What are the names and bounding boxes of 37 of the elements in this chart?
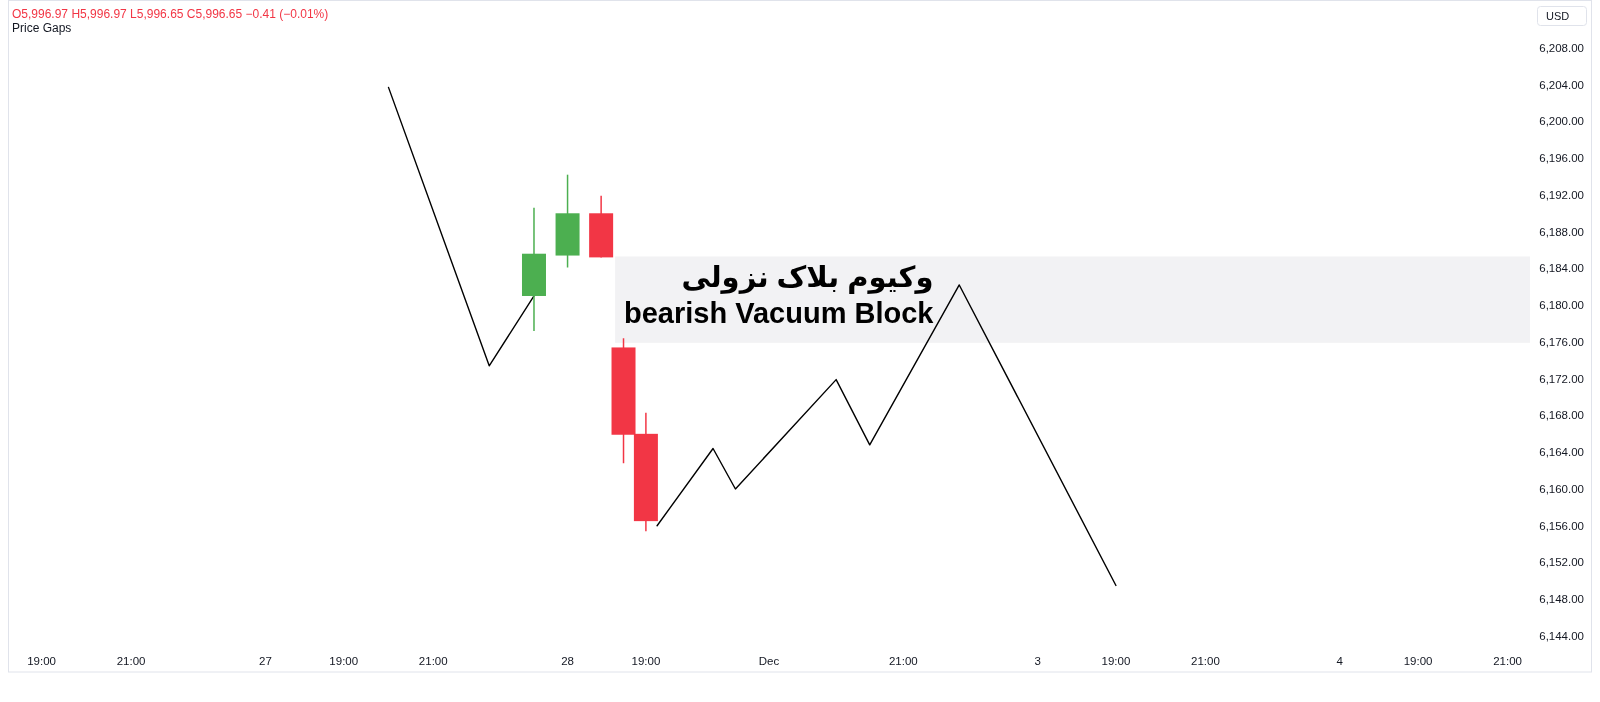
x-tick-label: 19:00 (329, 655, 359, 667)
y-tick-label: 6,148.00 (1539, 593, 1584, 606)
x-tick-label: 21:00 (1493, 655, 1522, 667)
ylabel: USD (1546, 10, 1570, 22)
y-tick-label: 6,208.00 (1539, 41, 1584, 54)
y-tick-label: 6,176.00 (1539, 335, 1584, 348)
x-tick-label: 21:00 (418, 655, 448, 667)
x-tick-label: 21:00 (116, 655, 146, 667)
annotation: O5,996.97 H5,996.97 L5,996.65 C5,996.65 −0.41 (−0.01%) (12, 7, 329, 21)
x-tick-label: 19:00 (631, 655, 661, 667)
band-label: bearish Vacuum Block (624, 297, 934, 330)
x-tick-label: 21:00 (888, 655, 918, 667)
x-tick-label: 19:00 (27, 655, 56, 667)
y-tick-label: 6,156.00 (1539, 519, 1584, 532)
y-tick-label: 6,172.00 (1539, 372, 1584, 385)
y-tick-label: 6,164.00 (1539, 446, 1584, 459)
y-tick-label: 6,196.00 (1539, 152, 1584, 165)
x-tick-label: 21:00 (1191, 655, 1220, 667)
y-tick-label: 6,168.00 (1539, 409, 1584, 422)
x-tick-label: 3 (1034, 655, 1041, 667)
y-tick-label: 6,184.00 (1539, 262, 1584, 275)
y-tick-label: 6,152.00 (1539, 556, 1584, 569)
x-tick-label: 19:00 (1101, 655, 1131, 667)
y-tick-label: 6,200.00 (1539, 115, 1584, 128)
y-tick-label: 6,144.00 (1539, 630, 1584, 642)
y-tick-label: 6,204.00 (1539, 78, 1584, 91)
y-tick-label: 6,160.00 (1539, 482, 1584, 495)
y-tick-label: 6,188.00 (1539, 225, 1584, 238)
x-tick-label: 4 (1336, 655, 1343, 667)
x-tick-label: 27 (259, 655, 272, 667)
x-tick-label: Dec (758, 655, 780, 667)
y-tick-label: 6,192.00 (1539, 188, 1584, 201)
x-tick-label: 28 (561, 655, 574, 667)
x-tick-label: 19:00 (1403, 655, 1433, 667)
band-label: وکیوم بلاک نزولی (681, 260, 934, 293)
y-tick-label: 6,180.00 (1539, 299, 1584, 312)
annotation: Price Gaps (12, 20, 72, 35)
